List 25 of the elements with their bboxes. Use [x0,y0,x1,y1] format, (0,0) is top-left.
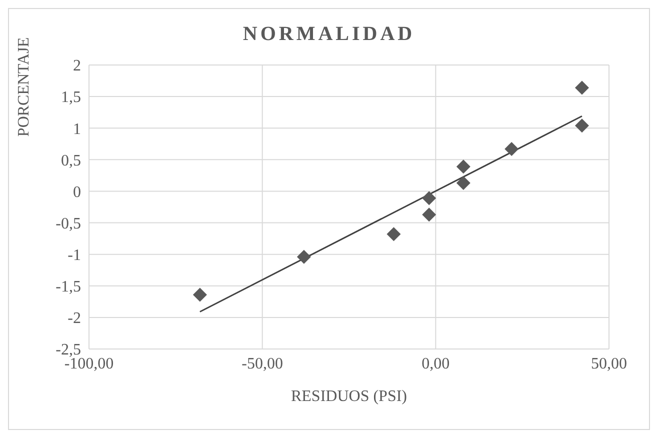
point [504,142,519,156]
y-tick-label: -1 [68,247,81,264]
x-tick-label: 0,00 [422,355,450,372]
y-tick-label: 1,5 [61,89,81,106]
point [192,288,207,302]
x-axis-title: RESIDUOS (PSI) [290,388,408,405]
point [296,250,311,264]
y-tick-label: 0,5 [61,152,81,170]
x-tick-label: -50,00 [242,355,283,372]
y-tick-label: -1,5 [56,278,81,296]
chart-title: NORMALIDAD [242,23,416,45]
point [386,227,401,242]
y-tick-label: 0 [73,184,81,201]
point [422,208,436,222]
point [574,118,589,133]
y-tick-label: 1 [73,120,81,138]
y-tick-label: -2 [68,310,81,328]
y-axis-title: PORCENTAJE [16,37,33,137]
point [422,191,436,206]
point [574,80,589,95]
point [456,160,470,174]
point [456,176,470,190]
y-tick-label: 2 [73,58,81,75]
y-tick-label: -0,5 [56,215,81,232]
x-tick-label: 50,00 [591,355,627,372]
